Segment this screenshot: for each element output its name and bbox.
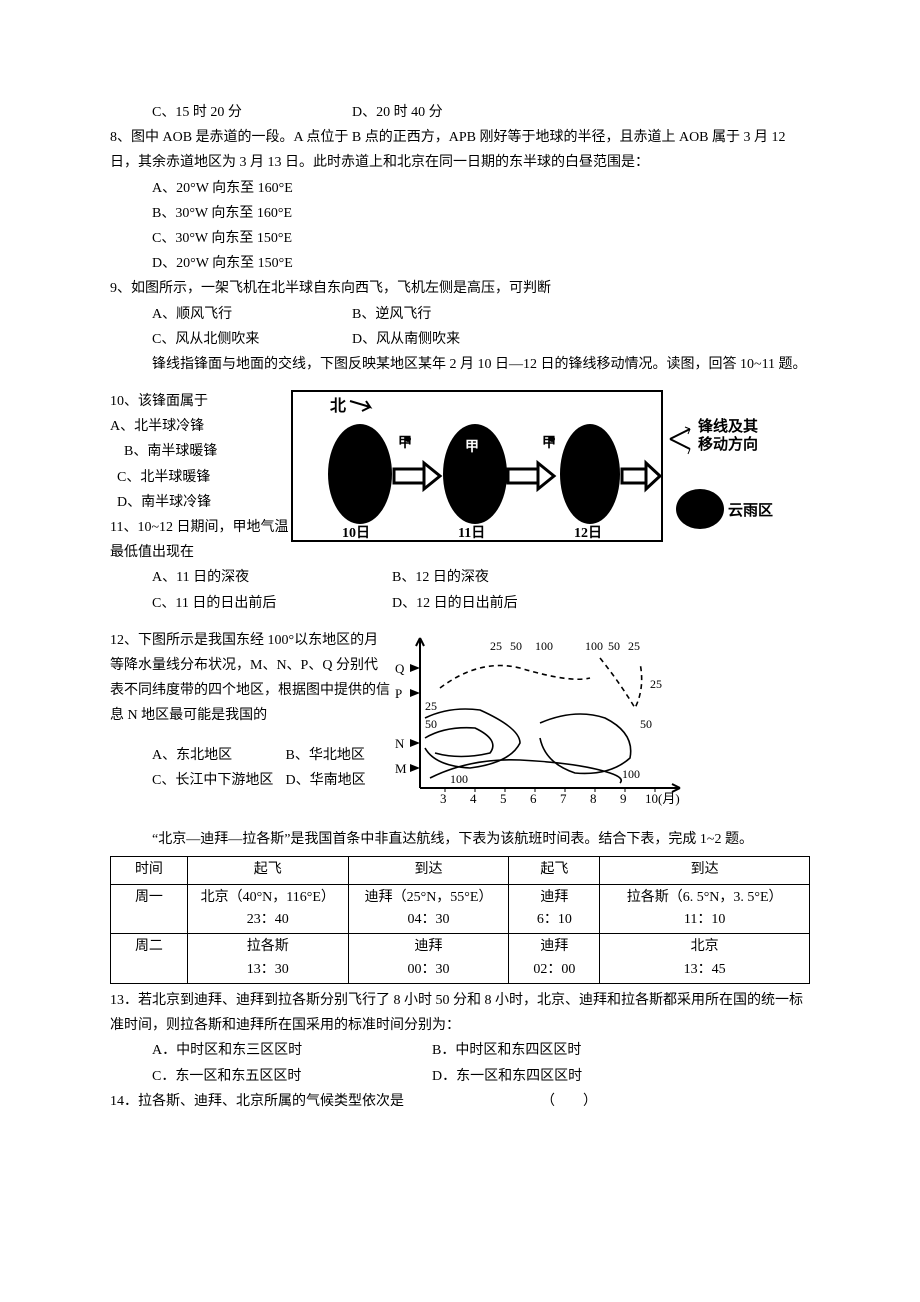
th-time: 时间 bbox=[111, 857, 188, 884]
q11-opt-b: B、12 日的深夜 bbox=[392, 565, 489, 590]
svg-text:N: N bbox=[395, 736, 405, 751]
svg-text:50: 50 bbox=[425, 717, 437, 731]
q11-row2: C、11 日的日出前后 D、12 日的日出前后 bbox=[110, 591, 810, 616]
svg-text:25: 25 bbox=[490, 639, 502, 653]
svg-text:25: 25 bbox=[425, 699, 437, 713]
q9-opt-d: D、风从南侧吹来 bbox=[352, 327, 460, 352]
cell: 拉各斯13：30 bbox=[187, 934, 348, 984]
q8-opt-b: B、30°W 向东至 160°E bbox=[110, 201, 810, 226]
cell: 迪拜02：00 bbox=[509, 934, 600, 984]
q13-opt-d: D．东一区和东四区区时 bbox=[432, 1064, 582, 1089]
cell: 拉各斯（6. 5°N，3. 5°E）11：10 bbox=[600, 884, 810, 934]
svg-text:50: 50 bbox=[510, 639, 522, 653]
q13-row2: C．东一区和东五区区时 D．东一区和东四区区时 bbox=[110, 1064, 810, 1089]
svg-text:4: 4 bbox=[470, 791, 477, 806]
svg-text:P: P bbox=[395, 686, 402, 701]
svg-text:甲: 甲 bbox=[465, 439, 479, 455]
th-arr2: 到达 bbox=[600, 857, 810, 884]
q12-opt-a: A、东北地区 bbox=[152, 743, 282, 768]
q7-opt-c: C、15 时 20 分 bbox=[152, 100, 352, 125]
q11-row1: A、11 日的深夜 B、12 日的深夜 bbox=[110, 565, 810, 590]
q9-opt-c: C、风从北侧吹来 bbox=[152, 327, 352, 352]
svg-text:10日: 10日 bbox=[342, 525, 370, 541]
q10-opt-d: D、南半球冷锋 bbox=[110, 490, 290, 515]
svg-text:8: 8 bbox=[590, 791, 597, 806]
th-arr1: 到达 bbox=[348, 857, 509, 884]
cell: 迪拜（25°N，55°E）04：30 bbox=[348, 884, 509, 934]
cell: 周二 bbox=[111, 934, 188, 984]
q12-stem: 12、下图所示是我国东经 100°以东地区的月等降水量线分布状况，M、N、P、Q… bbox=[110, 628, 390, 729]
q14-line: 14．拉各斯、迪拜、北京所属的气候类型依次是 （ ） bbox=[110, 1089, 810, 1114]
svg-text:3: 3 bbox=[440, 791, 447, 806]
isohyet-chart: Q P N M 25 50 100 100 50 25 25 bbox=[390, 628, 810, 827]
th-dep1: 起飞 bbox=[187, 857, 348, 884]
q8-opt-c: C、30°W 向东至 150°E bbox=[110, 226, 810, 251]
svg-text:6: 6 bbox=[530, 791, 537, 806]
svg-text:9: 9 bbox=[620, 791, 627, 806]
cell: 北京13：45 bbox=[600, 934, 810, 984]
q7-options: C、15 时 20 分 D、20 时 40 分 bbox=[110, 100, 810, 125]
q13-stem: 13．若北京到迪拜、迪拜到拉各斯分别飞行了 8 小时 50 分和 8 小时，北京… bbox=[110, 988, 810, 1038]
q10-opt-c: C、北半球暖锋 bbox=[110, 465, 290, 490]
q14-paren: （ ） bbox=[541, 1094, 597, 1109]
table-row: 周二 拉各斯13：30 迪拜00：30 迪拜02：00 北京13：45 bbox=[111, 934, 810, 984]
q9-opt-b: B、逆风飞行 bbox=[352, 302, 431, 327]
svg-text:50: 50 bbox=[640, 717, 652, 731]
svg-text:100: 100 bbox=[622, 767, 640, 781]
q13-opt-a: A．中时区和东三区区时 bbox=[152, 1038, 432, 1063]
q10-opt-a: A、北半球冷锋 bbox=[110, 414, 290, 439]
q7-opt-d: D、20 时 40 分 bbox=[352, 100, 443, 125]
svg-text:M: M bbox=[395, 761, 407, 776]
q13-opt-b: B．中时区和东四区区时 bbox=[432, 1038, 581, 1063]
q9-row2: C、风从北侧吹来 D、风从南侧吹来 bbox=[110, 327, 810, 352]
q14-stem: 14．拉各斯、迪拜、北京所属的气候类型依次是 bbox=[110, 1094, 404, 1109]
svg-text:11日: 11日 bbox=[458, 525, 485, 541]
q13-14-intro: “北京—迪拜—拉各斯”是我国首条中非直达航线，下表为该航班时间表。结合下表，完成… bbox=[110, 827, 810, 852]
svg-text:12日: 12日 bbox=[574, 525, 602, 541]
svg-text:甲: 甲 bbox=[542, 435, 556, 451]
svg-text:10(月): 10(月) bbox=[645, 791, 680, 806]
q12-opt-c: C、长江中下游地区 bbox=[152, 768, 282, 793]
table-header-row: 时间 起飞 到达 起飞 到达 bbox=[111, 857, 810, 884]
svg-text:Q: Q bbox=[395, 661, 405, 676]
q8-opt-a: A、20°W 向东至 160°E bbox=[110, 176, 810, 201]
q9-stem: 9、如图所示，一架飞机在北半球自东向西飞，飞机左侧是高压，可判断 bbox=[110, 276, 810, 301]
cell: 迪拜6：10 bbox=[509, 884, 600, 934]
svg-text:50: 50 bbox=[608, 639, 620, 653]
svg-text:25: 25 bbox=[628, 639, 640, 653]
svg-text:100: 100 bbox=[535, 639, 553, 653]
q11-opt-d: D、12 日的日出前后 bbox=[392, 591, 518, 616]
q13-row1: A．中时区和东三区区时 B．中时区和东四区区时 bbox=[110, 1038, 810, 1063]
svg-text:5: 5 bbox=[500, 791, 507, 806]
q10-11-intro: 锋线指锋面与地面的交线，下图反映某地区某年 2 月 10 日—12 日的锋线移动… bbox=[110, 352, 810, 377]
svg-text:甲: 甲 bbox=[398, 435, 412, 451]
cell: 北京（40°N，116°E）23：40 bbox=[187, 884, 348, 934]
svg-text:100: 100 bbox=[585, 639, 603, 653]
svg-text:锋线及其: 锋线及其 bbox=[698, 417, 758, 435]
q11-opt-c: C、11 日的日出前后 bbox=[152, 591, 352, 616]
front-diagram: 北 甲 甲 甲 10日 11日 12日 锋线及其 移动 bbox=[290, 389, 810, 558]
th-dep2: 起飞 bbox=[509, 857, 600, 884]
flight-schedule-table: 时间 起飞 到达 起飞 到达 周一 北京（40°N，116°E）23：40 迪拜… bbox=[110, 856, 810, 984]
svg-text:7: 7 bbox=[560, 791, 567, 806]
q12-opt-b: B、华北地区 bbox=[286, 748, 365, 763]
cell: 迪拜00：30 bbox=[348, 934, 509, 984]
q10-opt-b: B、南半球暖锋 bbox=[110, 439, 290, 464]
svg-text:25: 25 bbox=[650, 677, 662, 691]
q8-stem: 8、图中 AOB 是赤道的一段。A 点位于 B 点的正西方，APB 刚好等于地球… bbox=[110, 125, 810, 175]
cell: 周一 bbox=[111, 884, 188, 934]
svg-text:100: 100 bbox=[450, 772, 468, 786]
svg-text:移动方向: 移动方向 bbox=[698, 435, 758, 453]
q12-opt-d: D、华南地区 bbox=[286, 773, 366, 788]
q8-opt-d: D、20°W 向东至 150°E bbox=[110, 251, 810, 276]
q11-stem: 11、10~12 日期间，甲地气温最低值出现在 bbox=[110, 515, 290, 565]
q10-stem: 10、该锋面属于 bbox=[110, 389, 290, 414]
q9-opt-a: A、顺风飞行 bbox=[152, 302, 352, 327]
q13-opt-c: C．东一区和东五区区时 bbox=[152, 1064, 432, 1089]
q9-row1: A、顺风飞行 B、逆风飞行 bbox=[110, 302, 810, 327]
table-row: 周一 北京（40°N，116°E）23：40 迪拜（25°N，55°E）04：3… bbox=[111, 884, 810, 934]
north-label: 北 bbox=[330, 397, 346, 415]
svg-text:云雨区: 云雨区 bbox=[728, 502, 773, 519]
q11-opt-a: A、11 日的深夜 bbox=[152, 565, 352, 590]
